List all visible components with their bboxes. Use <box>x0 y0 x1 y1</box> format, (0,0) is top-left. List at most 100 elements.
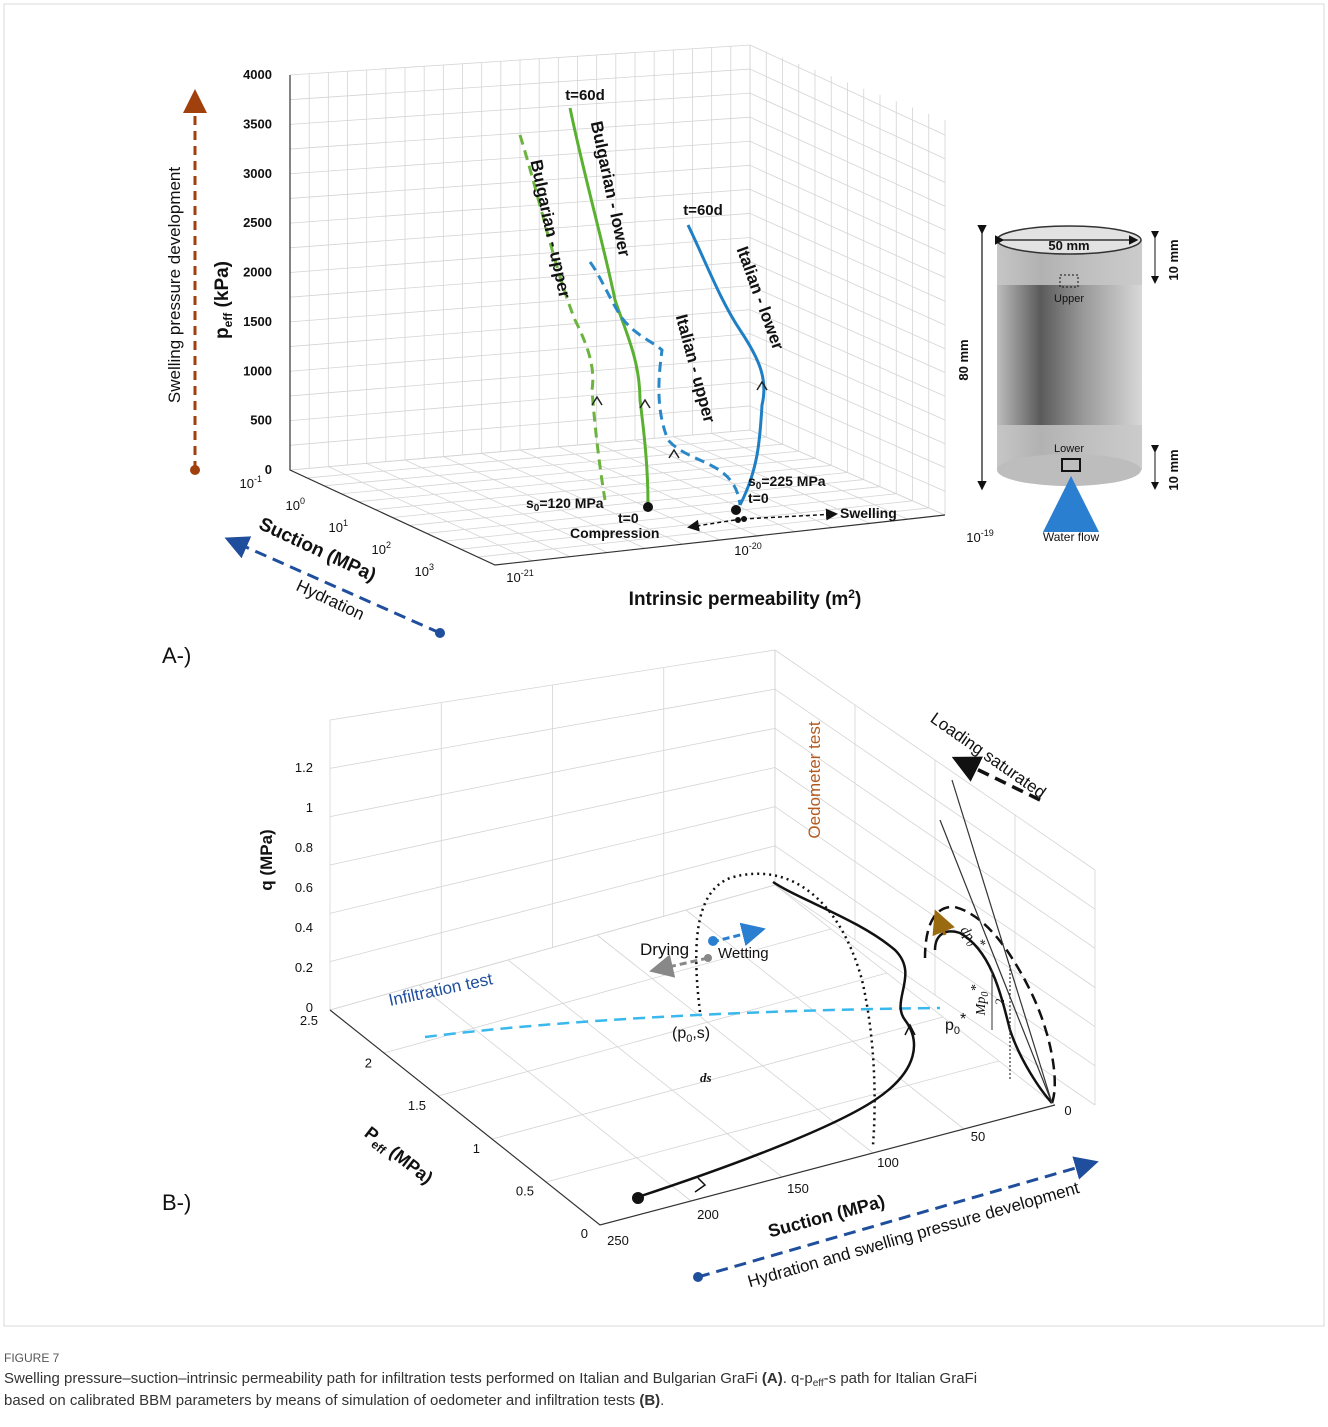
tick-base: 10 <box>286 498 300 513</box>
side-label: Swelling pressure development <box>165 167 184 404</box>
oedometer-label: Oedometer test <box>805 721 824 838</box>
mp0-denominator: 2 <box>992 998 1007 1005</box>
grid-line <box>383 928 832 1054</box>
z-tick-label: 3000 <box>243 166 272 181</box>
tick-base: 10 <box>734 543 748 558</box>
direction-chevrons <box>591 380 768 459</box>
suction-tick-label: 250 <box>607 1233 629 1248</box>
suction-tick-label: 50 <box>971 1129 985 1144</box>
height-label: 80 mm <box>956 339 971 380</box>
ds-path <box>695 872 876 1146</box>
permeability-tick-label: 10-21 <box>506 568 533 585</box>
z-tick-label: 1500 <box>243 314 272 329</box>
oedometer-path <box>637 880 916 1199</box>
suction-tick-label: 100 <box>877 1155 899 1170</box>
grid-line <box>491 1016 944 1140</box>
q-tick-label: 1 <box>306 800 313 815</box>
suction-tick-label: 10-1 <box>240 474 262 491</box>
peff-tick-label: 1.5 <box>408 1098 426 1113</box>
p0star-label: p0* <box>945 1011 966 1037</box>
grid-line <box>443 493 897 542</box>
start-point <box>731 505 741 515</box>
bulgarian-lower-curve <box>568 107 650 506</box>
marker <box>704 954 712 962</box>
permeability-tick-label: 10-19 <box>966 528 993 545</box>
dp-arrow <box>932 909 955 937</box>
grid-line <box>774 884 1056 1106</box>
yield-curve-dashed <box>923 905 1056 1104</box>
z-tick-label: 500 <box>250 413 272 428</box>
tick-exp: -19 <box>981 528 994 538</box>
swelling-arrow-h <box>742 508 838 521</box>
q-axis-label: q (MPa) <box>257 829 276 890</box>
csl <box>939 819 1053 1104</box>
infiltration-label: Infiltration test <box>387 969 495 1010</box>
bulgarian-upper-curve <box>518 134 607 501</box>
q-tick-label: 0.4 <box>295 920 313 935</box>
tick-exp: -20 <box>749 541 762 551</box>
panel-label: A-) <box>162 643 191 668</box>
suction-tick-label: 102 <box>372 540 391 557</box>
wetting-arrow <box>711 922 766 947</box>
peff-tick-label: 0.5 <box>516 1183 534 1198</box>
q-tick-label: 0.2 <box>295 960 313 975</box>
suction-axis-label: Suction (MPa) <box>255 514 379 587</box>
tick-exp: 0 <box>300 496 305 506</box>
arrow-dot <box>435 628 445 638</box>
time-label: t=60d <box>565 87 605 104</box>
arrow-dot <box>693 1272 703 1282</box>
grid-line <box>329 884 776 1011</box>
s0-label: s0=225 MPa <box>748 473 826 492</box>
compression-arrow <box>687 519 736 532</box>
grid-line <box>545 1060 1000 1183</box>
tick-base: 10 <box>372 542 386 557</box>
bottom-label: 10 mm <box>1166 449 1181 490</box>
suction-tick-label: 100 <box>286 496 305 513</box>
flow-label: Water flow <box>1043 530 1100 544</box>
caption-line: Swelling pressure–suction–intrinsic perm… <box>4 1370 977 1389</box>
peff-axis-label: Peff (MPa) <box>359 1123 437 1191</box>
t0-label: t=0 <box>618 510 639 526</box>
marker <box>735 517 741 523</box>
p0s-label: (p0,s) <box>672 1025 710 1045</box>
panel-b-axes <box>329 1009 1056 1226</box>
permeability-tick-label: 10-20 <box>734 541 761 558</box>
top-label: 10 mm <box>1166 239 1181 280</box>
peff-tick-label: 2.5 <box>300 1013 318 1028</box>
tick-base: 10 <box>415 564 429 579</box>
q-tick-label: 0.8 <box>295 840 313 855</box>
wetting-label: Wetting <box>718 945 769 962</box>
diameter-label: 50 mm <box>1048 238 1089 253</box>
z-tick-label: 1000 <box>243 363 272 378</box>
figure-number: FIGURE 7 <box>4 1351 60 1365</box>
tick-exp: -21 <box>521 568 534 578</box>
marker <box>708 936 718 946</box>
csl <box>951 779 1053 1104</box>
peff-tick-label: 2 <box>365 1056 372 1071</box>
drying-label: Drying <box>640 940 689 959</box>
peff-tick-label: 1 <box>473 1141 480 1156</box>
tick-base: 10 <box>966 530 980 545</box>
caption-line: based on calibrated BBM parameters by me… <box>4 1392 664 1409</box>
loading-label: Loading saturated <box>927 709 1049 803</box>
grid-line <box>685 909 965 1130</box>
grid-line <box>711 432 908 520</box>
tick-exp: 2 <box>386 540 391 550</box>
start-point <box>643 502 653 512</box>
grid-line <box>418 984 692 1202</box>
panel-a-axes <box>289 75 946 566</box>
lower-label: Lower <box>1054 443 1084 455</box>
tick-exp: 1 <box>343 518 348 528</box>
mp0-label: Mp0* <box>969 985 991 1017</box>
q-tick-label: 1.2 <box>295 760 313 775</box>
specimen <box>977 224 1159 532</box>
q-tick-label: 0.6 <box>295 880 313 895</box>
z-tick-label: 2000 <box>243 265 272 280</box>
z-tick-label: 2500 <box>243 215 272 230</box>
suction-tick-label: 150 <box>787 1181 809 1196</box>
grid-line <box>477 507 929 558</box>
suction-tick-label: 101 <box>329 518 348 535</box>
italian-lower-curve <box>686 224 766 506</box>
